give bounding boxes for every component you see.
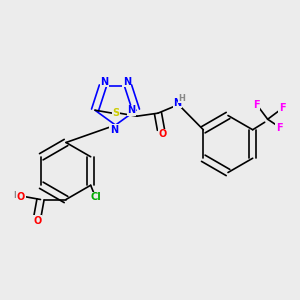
Text: N: N [173,98,181,108]
Text: O: O [33,215,42,226]
Text: N: N [173,98,181,108]
Text: H: H [174,98,181,107]
Text: H: H [13,190,20,200]
Text: N: N [100,76,108,86]
Text: F: F [276,123,282,133]
Text: N: N [128,105,136,115]
Text: S: S [112,108,119,118]
Text: O: O [17,191,25,202]
Text: Cl: Cl [91,192,101,202]
Text: O: O [158,129,166,139]
Text: F: F [253,100,260,110]
Text: N: N [110,124,118,135]
Text: F: F [279,103,285,113]
Text: H: H [178,94,185,103]
Text: N: N [123,76,131,86]
